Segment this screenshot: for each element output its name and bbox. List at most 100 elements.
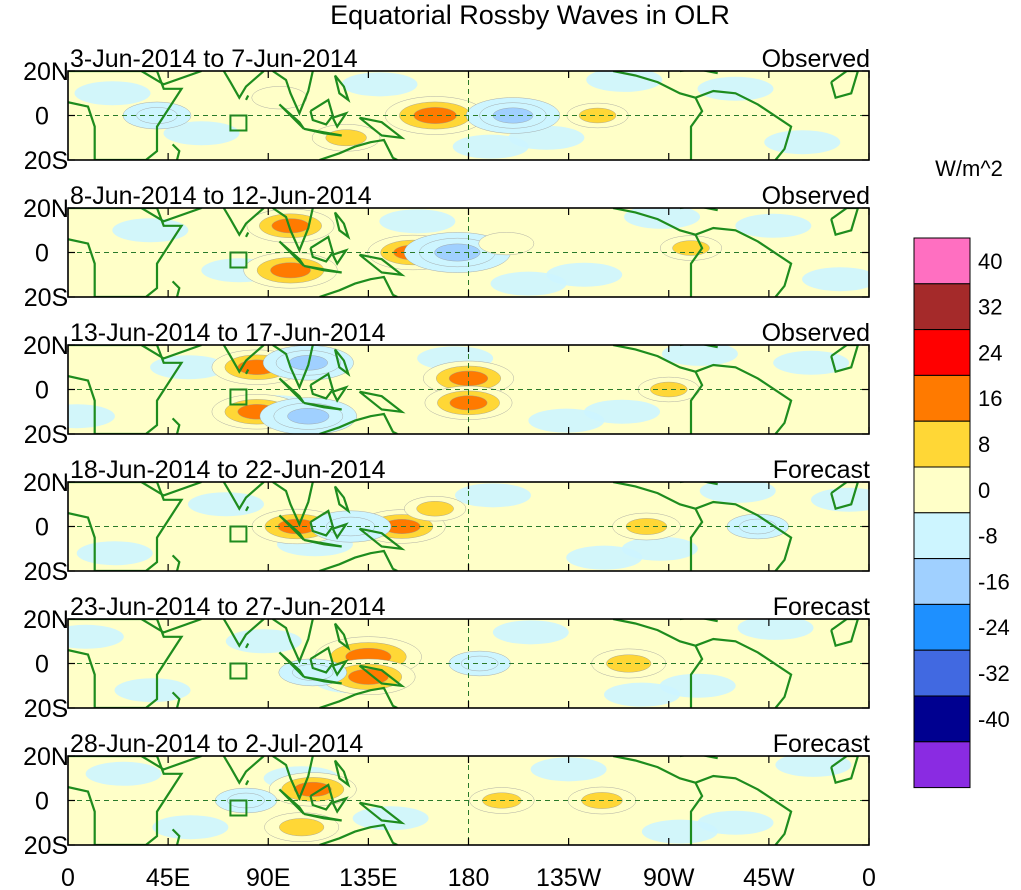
coastline xyxy=(303,127,342,137)
coastline xyxy=(689,508,704,571)
panel-map xyxy=(68,482,869,571)
bg-anomaly xyxy=(492,620,569,645)
coastline xyxy=(830,756,860,785)
coastline xyxy=(689,371,704,434)
colorbar-label: 24 xyxy=(978,340,1002,365)
panel-3: 20N 0 20S 13-Jun-2014 to 17-Jun-2014 Observe… xyxy=(23,319,870,449)
coastline xyxy=(612,756,793,845)
coastline xyxy=(612,345,793,434)
coastline xyxy=(222,756,265,785)
coastline xyxy=(222,619,265,648)
region-box xyxy=(229,251,248,269)
bg-anomaly xyxy=(112,218,189,243)
bg-anomaly xyxy=(802,267,869,292)
y-tick-label: 0 xyxy=(35,377,49,405)
coastline xyxy=(309,509,335,537)
colorbar-swatch xyxy=(913,237,971,285)
coastline xyxy=(171,143,181,160)
y-tick-label: 0 xyxy=(35,240,49,268)
coastline xyxy=(612,208,793,297)
bg-anomaly xyxy=(735,213,812,238)
x-axis: 0 45E 90E 135E 180 135W 90W 45W 0 xyxy=(61,864,876,890)
coastline xyxy=(358,664,406,688)
coastline xyxy=(830,208,860,237)
coastline xyxy=(171,691,181,708)
coastline xyxy=(319,686,398,708)
y-tick-label: 20N xyxy=(23,195,69,223)
coastline xyxy=(358,527,406,551)
colorbar-swatch xyxy=(913,603,971,651)
bg-anomaly xyxy=(764,130,841,155)
y-tick-label: 20N xyxy=(23,58,69,86)
coastline xyxy=(303,538,342,548)
panel-1: 20N 0 20S 3-Jun-2014 to 7-Jun-2014 Observed xyxy=(23,45,870,175)
region-box xyxy=(229,662,248,680)
coastline xyxy=(245,232,250,238)
chart-title: Equatorial Rossby Waves in OLR xyxy=(330,0,730,30)
coastline xyxy=(319,549,398,571)
coastline xyxy=(689,782,704,845)
coastline xyxy=(245,643,250,649)
coastline xyxy=(171,554,181,571)
bg-anomaly xyxy=(737,619,814,640)
bg-anomaly xyxy=(163,121,240,146)
coastline xyxy=(612,482,793,571)
anomaly-contour xyxy=(325,129,367,147)
y-tick-label: 20S xyxy=(24,832,68,860)
coastline xyxy=(140,71,202,86)
coastline xyxy=(303,812,342,822)
coastline xyxy=(319,823,398,845)
colorbar: W/m^2 40 32 24 16 8 0 -8 -16 -24 -32 -40 xyxy=(913,156,1010,789)
y-tick-label: 0 xyxy=(35,788,49,816)
bg-anomaly xyxy=(810,487,869,512)
y-tick-label: 20S xyxy=(24,695,68,723)
colorbar-units: W/m^2 xyxy=(935,156,1003,181)
colorbar-swatch xyxy=(913,741,971,789)
bg-anomaly xyxy=(76,541,153,566)
panel-date-range: 18-Jun-2014 to 22-Jun-2014 xyxy=(70,456,386,484)
anomaly-contour xyxy=(650,381,688,398)
panel-6: 20N 0 20S 28-Jun-2014 to 2-Jul-2014 Forecast xyxy=(23,730,870,860)
anomaly-contour xyxy=(287,408,330,425)
panel-status: Forecast xyxy=(773,730,870,758)
colorbar-swatch xyxy=(913,695,971,743)
y-tick-label: 20S xyxy=(24,558,68,586)
bg-anomaly xyxy=(379,209,456,234)
coastline xyxy=(245,369,250,375)
coastline xyxy=(272,345,314,391)
coastline xyxy=(278,240,305,267)
bg-anomaly xyxy=(152,815,229,840)
panel-date-range: 28-Jun-2014 to 2-Jul-2014 xyxy=(70,730,363,758)
coastline xyxy=(140,345,202,360)
colorbar-swatch xyxy=(913,558,971,605)
colorbar-swatch xyxy=(913,466,971,514)
y-tick-label: 20S xyxy=(24,284,68,312)
panel-map xyxy=(68,208,869,297)
coastline xyxy=(278,788,305,815)
colorbar-label: 40 xyxy=(978,249,1002,274)
y-tick-label: 20S xyxy=(24,421,68,449)
panel-2: 20N 0 20S 8-Jun-2014 to 12-Jun-2014 Observed xyxy=(23,182,870,312)
coastline xyxy=(278,103,305,130)
bg-anomaly xyxy=(528,408,605,433)
panel-status: Observed xyxy=(762,45,870,73)
colorbar-swatch xyxy=(913,649,971,697)
y-tick-label: 20N xyxy=(23,469,69,497)
bg-anomaly xyxy=(530,757,607,782)
bg-anomaly xyxy=(74,81,151,106)
colorbar-swatch xyxy=(913,283,971,331)
bg-anomaly xyxy=(773,350,850,375)
bg-anomaly xyxy=(187,492,264,517)
coastline xyxy=(171,280,181,297)
panel-date-range: 3-Jun-2014 to 7-Jun-2014 xyxy=(70,45,358,73)
coastline xyxy=(140,482,202,497)
x-tick-label: 0 xyxy=(61,864,75,890)
coastline xyxy=(278,377,305,404)
panel-map xyxy=(68,756,869,845)
coastline xyxy=(319,275,398,297)
x-tick-label: 180 xyxy=(448,864,490,890)
coastline xyxy=(612,71,793,160)
coastline xyxy=(245,95,250,101)
bg-anomaly xyxy=(114,678,191,703)
